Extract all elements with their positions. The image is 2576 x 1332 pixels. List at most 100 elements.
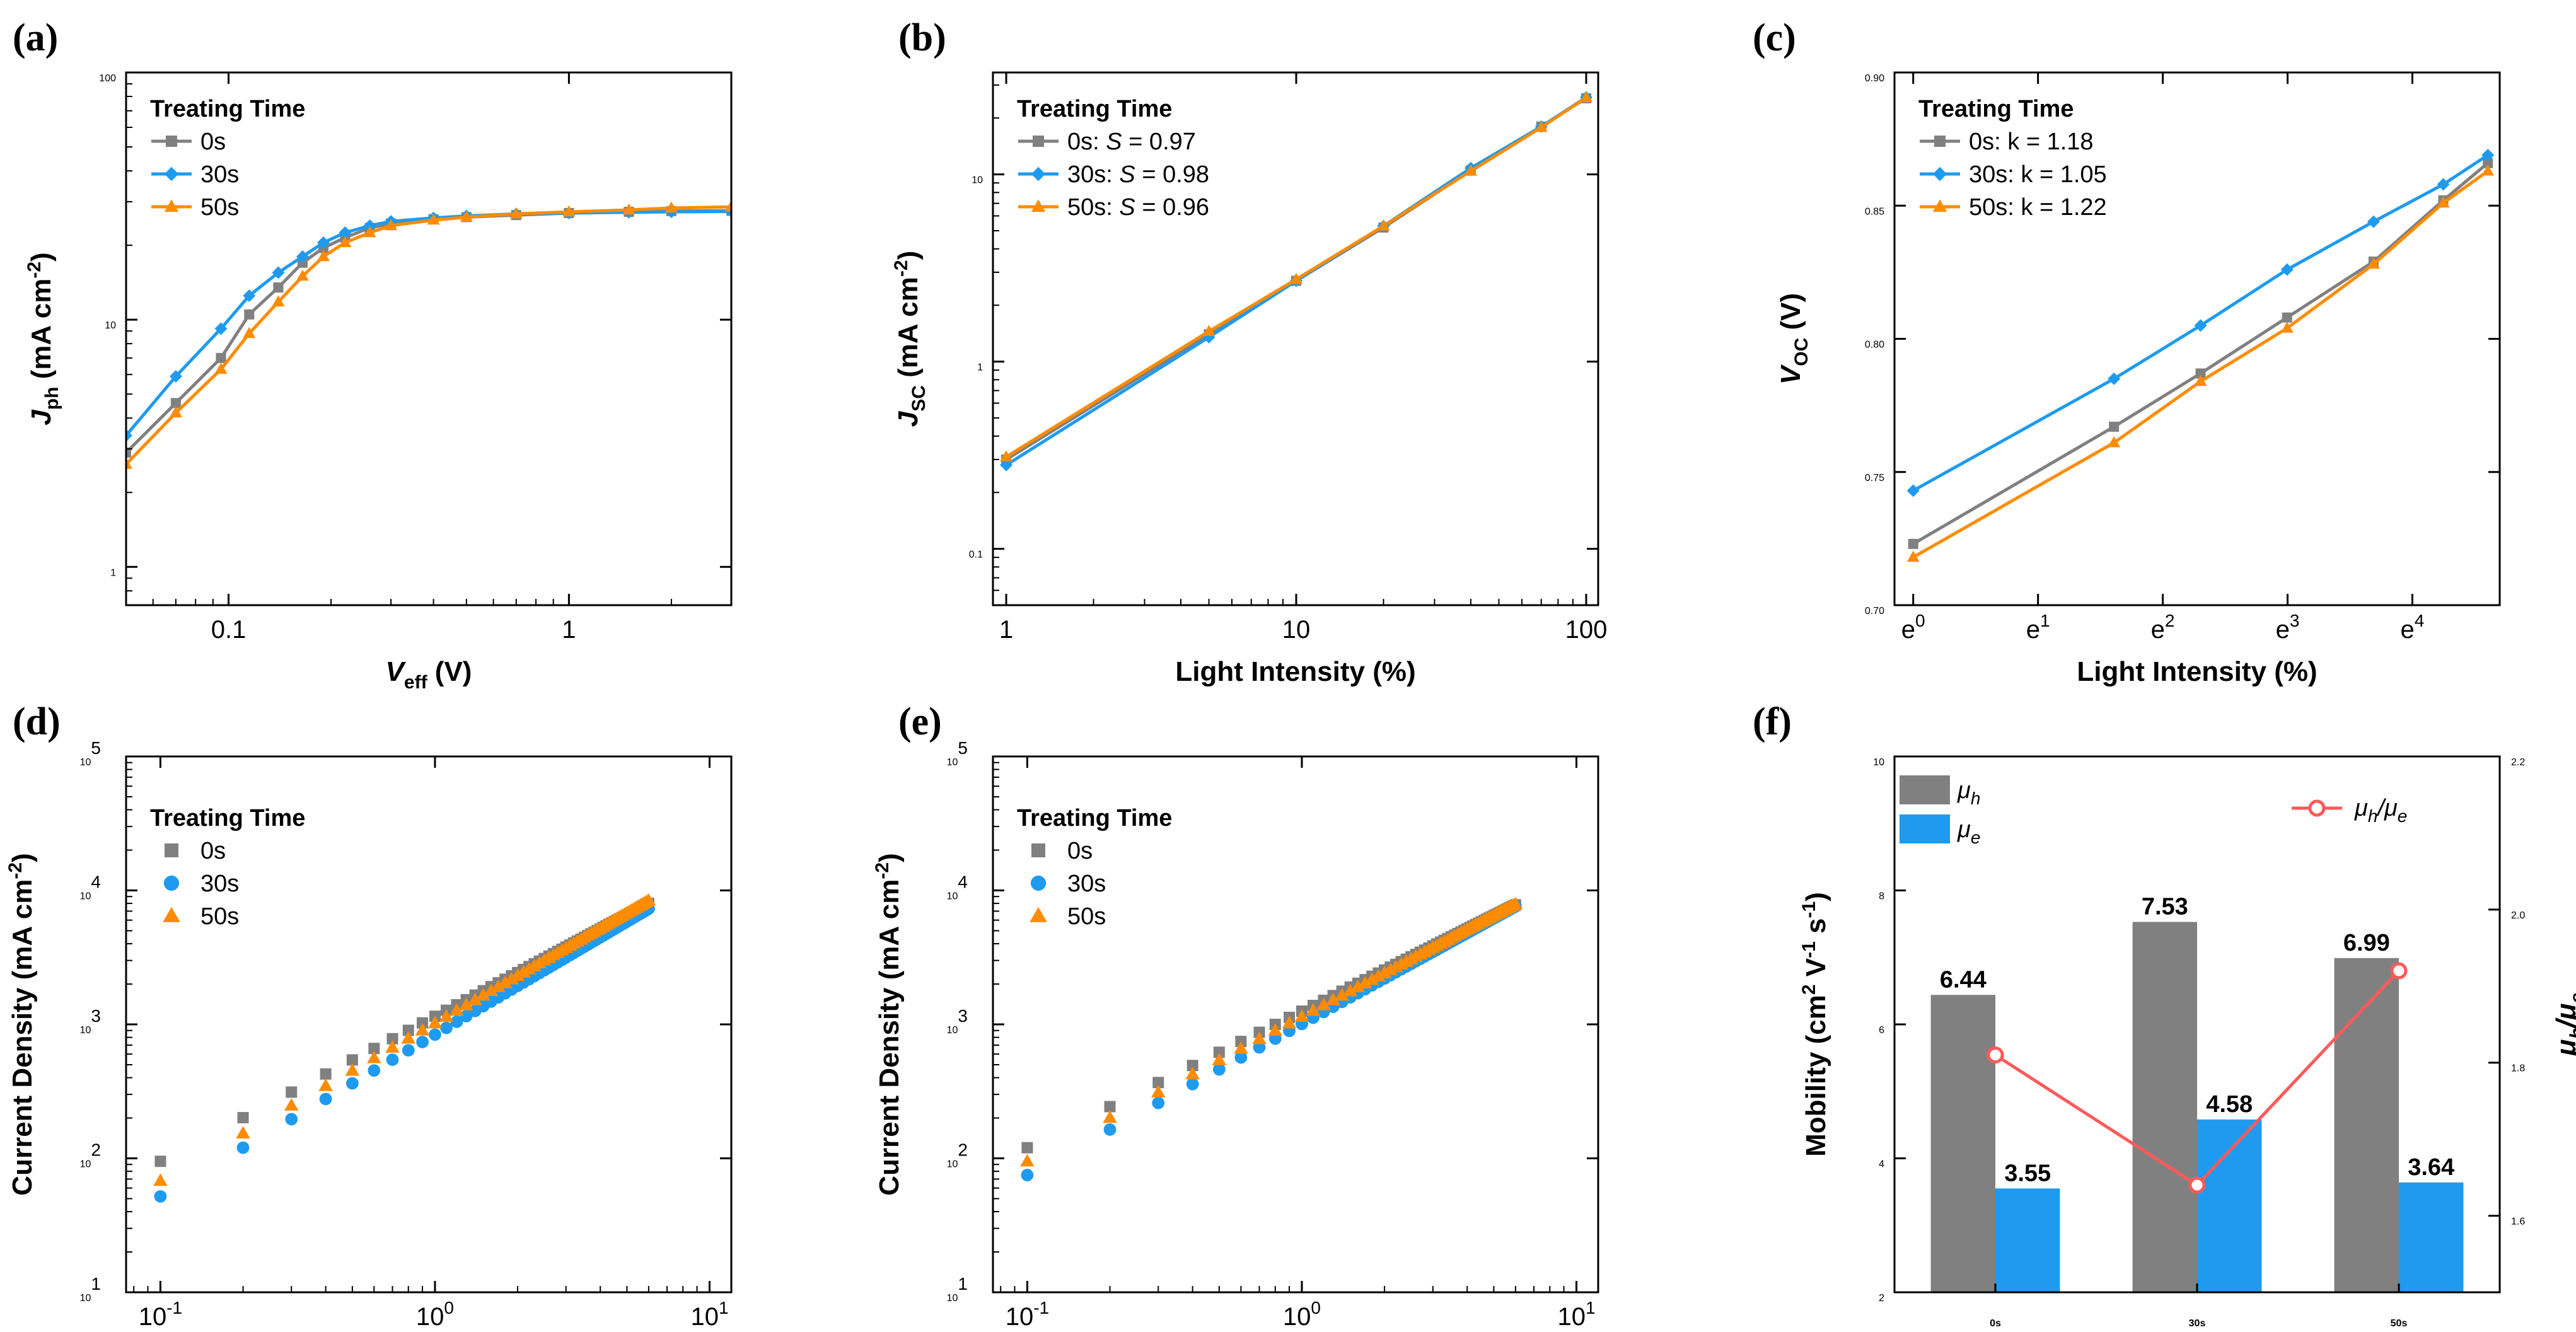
plot-frame <box>992 755 1599 1294</box>
legend-label: 50s <box>1067 903 1106 930</box>
y2-tick-label: 1.6 <box>2511 1217 2525 1227</box>
data-point-50s <box>641 893 656 906</box>
legend-item: 50s: S = 0.96 <box>1018 194 1209 221</box>
y-tick-label: 10 <box>105 320 116 331</box>
y-tick-label: 0.85 <box>1865 206 1884 217</box>
data-point-50s <box>484 983 499 997</box>
data-point-50s <box>476 988 490 1001</box>
data-point-30s <box>2194 319 2207 332</box>
plot-frame <box>125 71 733 606</box>
legend-item: 0s <box>1031 838 1093 864</box>
data-point-30s <box>363 219 376 233</box>
y-tick-label: 102 <box>80 1140 101 1170</box>
y-tick-label: 0.1 <box>969 550 983 560</box>
y-tick-label: 104 <box>80 872 101 902</box>
data-point-30s <box>285 1113 298 1126</box>
y-tick-label: 101 <box>947 1274 968 1304</box>
legend-item: 30s <box>163 871 239 897</box>
y-tick-label: 2 <box>1879 1293 1884 1304</box>
x-tick-label: 1 <box>562 616 576 644</box>
x-tick-label: e1 <box>2026 611 2050 644</box>
data-point-0s <box>154 1155 166 1167</box>
data-point-50s <box>2481 164 2495 176</box>
data-point-50s <box>1000 450 1013 461</box>
data-point-0s <box>1186 1060 1198 1072</box>
data-point-30s <box>317 236 330 249</box>
data-point-50s <box>1234 1041 1248 1054</box>
plot-area <box>153 893 656 1203</box>
legend-title: Treating Time <box>150 96 305 122</box>
legend-marker <box>1932 199 1947 212</box>
legend-marker <box>1932 166 1947 182</box>
legend-swatch <box>1900 814 1950 843</box>
data-point-30s <box>243 289 256 303</box>
plot-area <box>126 200 731 469</box>
legend-marker <box>164 166 179 182</box>
legend-item: 50s: k = 1.22 <box>1920 194 2107 221</box>
data-point-50s <box>1103 1110 1117 1123</box>
legend-label: 50s <box>200 903 239 930</box>
data-point-30s <box>169 369 182 383</box>
legend-item: 0s: S = 0.97 <box>1018 129 1196 155</box>
legend-label: 30s: k = 1.05 <box>1969 161 2107 188</box>
data-point-50s <box>318 1078 333 1091</box>
x-tick-label: 50s <box>2391 1318 2408 1329</box>
data-point-50s <box>2108 436 2121 448</box>
data-point-30s <box>402 1044 415 1057</box>
y2-tick-label: 1.8 <box>2511 1063 2525 1074</box>
data-point-30s <box>386 1053 399 1066</box>
data-point-50s <box>1185 1067 1200 1080</box>
data-point-50s <box>345 1063 360 1076</box>
data-point-30s <box>440 1021 453 1034</box>
panel-label: (a) <box>13 16 58 59</box>
bar-value-label: 3.55 <box>2004 1160 2051 1186</box>
data-point-50s <box>1508 896 1523 910</box>
series-line-30s <box>126 210 731 437</box>
x-tick-label: e0 <box>1901 611 1925 644</box>
data-point-0s <box>346 1054 358 1066</box>
data-point-50s <box>363 226 376 238</box>
data-point-50s <box>2367 257 2380 269</box>
legend-item: 50s <box>1030 903 1106 930</box>
data-point-50s <box>509 207 523 219</box>
data-point-50s <box>504 971 519 985</box>
data-point-50s <box>1464 165 1477 176</box>
y-tick-label: 10 <box>972 175 983 186</box>
data-point-0s <box>320 1068 332 1080</box>
x-tick-label: 0.1 <box>211 616 247 644</box>
y-tick-label: 0.70 <box>1865 606 1884 617</box>
legend-item: 30s: S = 0.98 <box>1018 161 1209 188</box>
legend-title: Treating Time <box>150 805 305 831</box>
legend-marker <box>163 875 180 891</box>
data-point-50s <box>339 236 352 248</box>
data-point-50s <box>385 1040 400 1053</box>
data-point-30s <box>1906 484 1920 497</box>
data-point-0s <box>2483 158 2493 168</box>
data-point-30s <box>416 1036 429 1048</box>
legend-label: 0s <box>200 129 226 155</box>
y-axis-label: JSC (mA cm-2) <box>891 251 929 427</box>
bar-h-30s <box>2132 922 2197 1292</box>
panel-a: 0.1 1 1 10 100 Veff (V) Jph (mA cm-2) (a) Treati… <box>13 16 733 693</box>
data-point-50s <box>664 201 678 213</box>
legend-item: 50s <box>163 903 239 930</box>
data-point-30s <box>1212 1063 1226 1076</box>
legend-item: 0s <box>151 129 226 155</box>
bar-value-label: 6.99 <box>2343 930 2390 956</box>
legend-label: 30s <box>200 161 239 188</box>
panel-c: e0 e1 e2 e3 e4 0.70 0.75 0.80 0.85 0.90 Light Inte… <box>1753 16 2501 687</box>
panel-label: (e) <box>898 700 942 743</box>
data-point-50s <box>1350 980 1366 993</box>
x-tick-label: 10 <box>1282 616 1311 644</box>
legend-label: 30s <box>200 871 239 897</box>
y-tick-label: 105 <box>947 738 968 768</box>
x-tick-label: 30s <box>2189 1318 2206 1329</box>
y-axis-label: VOC (V) <box>1775 293 1812 385</box>
x-tick-label: 1 <box>999 616 1013 644</box>
legend-label: 0s: k = 1.18 <box>1969 129 2094 155</box>
y-tick-label: 0.90 <box>1865 73 1884 84</box>
data-point-50s <box>468 992 482 1005</box>
y-tick-label: 103 <box>80 1006 101 1036</box>
data-point-0s <box>216 352 226 363</box>
data-point-50s <box>427 213 440 225</box>
